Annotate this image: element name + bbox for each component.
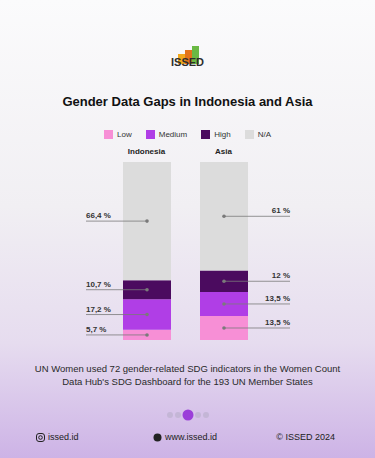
html-text:UN Women used 72 gender-relate: UN Women used 72 gender-related SDG indi…	[34, 363, 341, 387]
html-text:Medium: Medium	[158, 130, 188, 139]
html-text:Gender Data Gaps in Indonesia: Gender Data Gaps in Indonesia and Asia	[62, 94, 313, 109]
svg-text:66,4 %: 66,4 %	[86, 211, 111, 220]
html-text:ISSED: ISSED	[171, 56, 204, 68]
svg-text:12 %: 12 %	[272, 271, 290, 280]
svg-text:61 %: 61 %	[272, 206, 290, 215]
html-text:Low: Low	[117, 130, 132, 139]
html-text:issed.id: issed.id	[48, 432, 79, 442]
html-text:High: High	[214, 130, 231, 139]
html-text:www.issed.id: www.issed.id	[165, 432, 217, 442]
svg-text:13,5 %: 13,5 %	[265, 294, 290, 303]
svg-text:Asia: Asia	[215, 147, 232, 156]
html-text:© ISSED 2024: © ISSED 2024	[276, 432, 335, 442]
svg-text:Indonesia: Indonesia	[128, 147, 166, 156]
svg-text:17,2 %: 17,2 %	[86, 305, 111, 314]
html-text:N/A: N/A	[257, 130, 271, 139]
svg-text:5,7 %: 5,7 %	[86, 325, 106, 334]
svg-text:10,7 %: 10,7 %	[86, 280, 111, 289]
svg-text:13,5 %: 13,5 %	[265, 318, 290, 327]
